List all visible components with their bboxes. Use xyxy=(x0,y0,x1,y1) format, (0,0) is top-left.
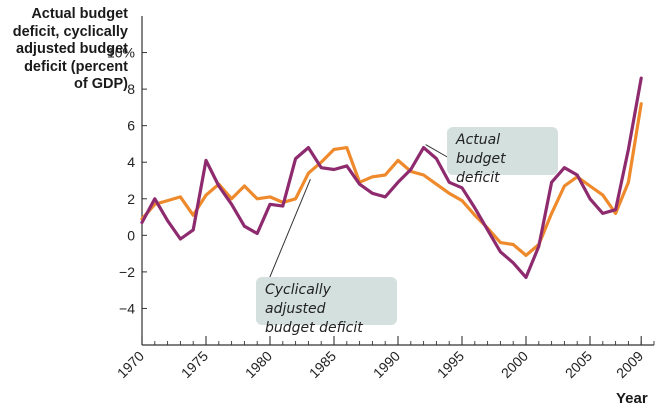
x-tick-label: 1985 xyxy=(306,348,339,381)
callout-line: deficit xyxy=(456,170,500,186)
callout-pointers xyxy=(261,144,450,297)
callout-line: Actual budget xyxy=(456,132,506,167)
y-tick-label: 8 xyxy=(127,81,135,97)
x-tick-label: 2005 xyxy=(562,348,595,381)
series-line xyxy=(140,76,643,279)
y-tick-label: 4 xyxy=(127,154,135,170)
series-lines xyxy=(140,76,643,279)
x-tick-label: 1995 xyxy=(434,348,467,381)
x-tick-label: 1990 xyxy=(370,348,403,381)
y-tick-label: 10% xyxy=(107,45,135,61)
x-tick-label: 1980 xyxy=(242,348,275,381)
callout-line: budget deficit xyxy=(265,320,363,336)
x-tick-label: 1970 xyxy=(114,348,147,381)
y-tick-label: 6 xyxy=(127,118,135,134)
cyclical-callout-pointer xyxy=(261,178,311,297)
x-axis-label: Year xyxy=(616,390,648,407)
actual-deficit-callout: Actual budget deficit xyxy=(447,127,558,186)
y-tick-labels: 10% 8 6 4 2 0 −2 −4 xyxy=(107,45,135,317)
cyclically-adjusted-callout: Cyclically adjusted budget deficit xyxy=(256,277,397,336)
y-axis-label-line: of GDP) xyxy=(74,76,128,92)
series-line xyxy=(140,102,643,257)
axes xyxy=(141,16,655,346)
y-axis-label-line: deficit, cyclically xyxy=(12,23,128,40)
actual-callout-pointer xyxy=(425,144,450,159)
y-axis-label-line: adjusted budget xyxy=(16,41,128,57)
y-axis-label-line: deficit (percent xyxy=(24,58,128,75)
callout-line: Cyclically adjusted xyxy=(265,282,331,317)
y-tick-label: 0 xyxy=(127,227,135,243)
y-axis-label: Actual budget deficit, cyclically adjust… xyxy=(4,6,128,94)
x-tick-label: 1975 xyxy=(178,348,211,381)
y-tick-label: −4 xyxy=(119,300,135,316)
y-axis-label-line: Actual budget xyxy=(31,6,128,22)
y-tick-label: −2 xyxy=(119,264,135,280)
y-tick-label: 2 xyxy=(127,191,135,207)
x-tick-label: 2000 xyxy=(498,348,531,381)
x-tick-labels: 1970 1975 1980 1985 1990 1995 2000 2005 2009 xyxy=(114,348,647,381)
x-tick-label: 2009 xyxy=(613,348,646,381)
